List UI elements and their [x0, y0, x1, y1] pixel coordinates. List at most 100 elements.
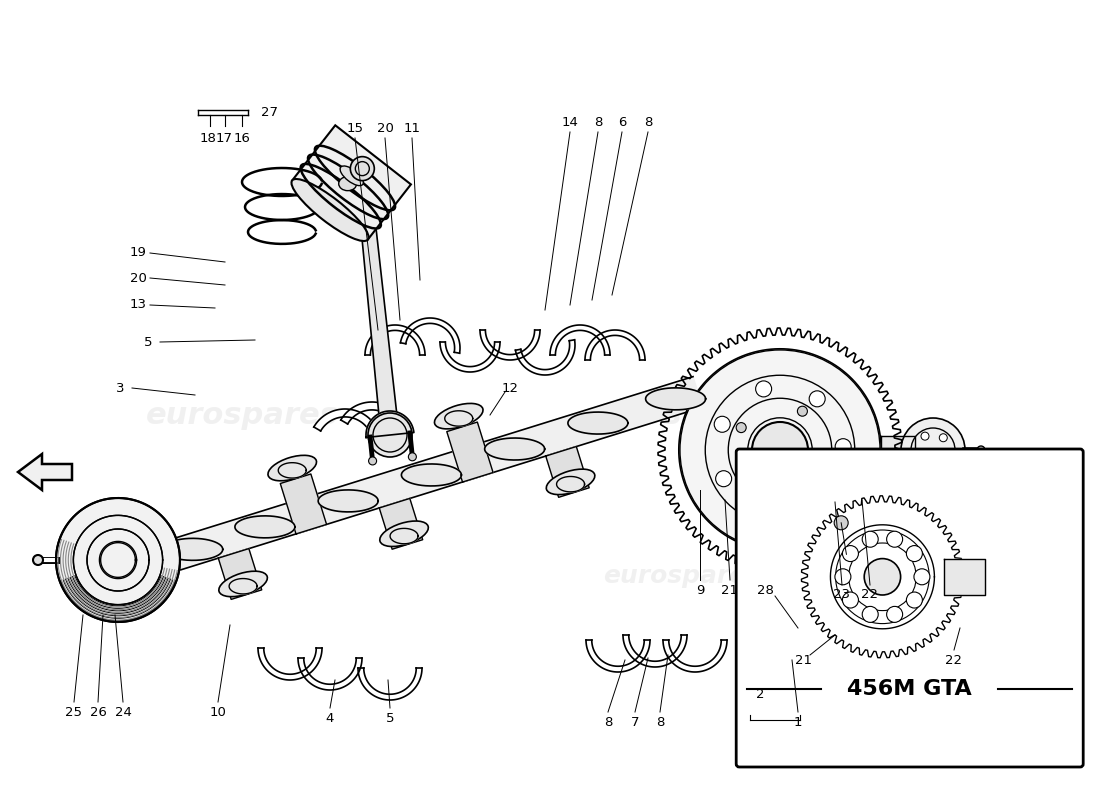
Text: 17: 17 — [216, 131, 232, 145]
Text: 16: 16 — [233, 131, 251, 145]
Polygon shape — [400, 318, 460, 354]
Polygon shape — [18, 454, 72, 490]
Text: 7: 7 — [630, 715, 639, 729]
Text: 6: 6 — [618, 115, 626, 129]
Circle shape — [368, 457, 376, 465]
Text: 25: 25 — [66, 706, 82, 718]
Text: 26: 26 — [89, 706, 107, 718]
Circle shape — [906, 592, 923, 608]
Circle shape — [862, 531, 878, 547]
Circle shape — [887, 531, 903, 547]
Text: 22: 22 — [946, 654, 962, 666]
Text: 24: 24 — [114, 706, 131, 718]
Polygon shape — [390, 528, 418, 544]
Ellipse shape — [292, 179, 368, 241]
Polygon shape — [485, 438, 544, 460]
Text: eurospares: eurospares — [145, 402, 339, 430]
Text: 12: 12 — [502, 382, 518, 394]
Text: 13: 13 — [130, 298, 146, 311]
Circle shape — [887, 606, 903, 622]
Circle shape — [752, 484, 762, 494]
Circle shape — [755, 425, 805, 475]
Polygon shape — [163, 538, 222, 560]
Circle shape — [835, 442, 851, 458]
Polygon shape — [258, 648, 322, 680]
Circle shape — [33, 555, 43, 565]
Text: 5: 5 — [144, 335, 152, 349]
Polygon shape — [379, 498, 422, 550]
Polygon shape — [366, 411, 414, 438]
Text: 3: 3 — [116, 382, 124, 394]
Ellipse shape — [434, 403, 483, 429]
Circle shape — [843, 592, 858, 608]
Text: 8: 8 — [644, 115, 652, 129]
Polygon shape — [278, 462, 306, 478]
Ellipse shape — [268, 455, 317, 481]
Ellipse shape — [339, 177, 356, 190]
Polygon shape — [447, 422, 493, 482]
Circle shape — [810, 391, 825, 407]
Polygon shape — [298, 658, 362, 690]
Circle shape — [756, 381, 771, 397]
Polygon shape — [56, 498, 180, 622]
Polygon shape — [881, 436, 915, 464]
Text: 15: 15 — [346, 122, 363, 134]
Polygon shape — [229, 578, 257, 594]
Text: eurospares: eurospares — [603, 564, 761, 588]
Polygon shape — [341, 402, 404, 424]
Circle shape — [736, 422, 746, 433]
Circle shape — [368, 413, 412, 457]
Polygon shape — [280, 474, 327, 534]
Circle shape — [913, 449, 921, 457]
Circle shape — [814, 467, 824, 478]
Ellipse shape — [219, 571, 267, 597]
Polygon shape — [546, 446, 590, 498]
Text: eurospares: eurospares — [585, 402, 779, 430]
Text: 9: 9 — [696, 583, 704, 597]
Circle shape — [906, 546, 923, 562]
Text: 10: 10 — [210, 706, 227, 718]
Text: 456M GTA: 456M GTA — [847, 679, 972, 699]
Circle shape — [759, 504, 774, 520]
Circle shape — [865, 558, 901, 595]
Polygon shape — [623, 635, 688, 667]
Polygon shape — [365, 325, 425, 355]
Text: 8: 8 — [604, 715, 613, 729]
Text: 28: 28 — [757, 583, 773, 597]
Text: 21: 21 — [722, 583, 738, 597]
Circle shape — [862, 606, 878, 622]
Polygon shape — [218, 549, 262, 599]
Polygon shape — [944, 558, 986, 594]
Text: 20: 20 — [376, 122, 394, 134]
Text: 23: 23 — [834, 589, 850, 602]
Text: 18: 18 — [199, 131, 217, 145]
Circle shape — [834, 516, 848, 530]
Polygon shape — [293, 126, 411, 239]
Circle shape — [926, 462, 934, 470]
Circle shape — [798, 406, 807, 416]
Polygon shape — [358, 668, 422, 700]
Circle shape — [977, 446, 985, 454]
Circle shape — [843, 546, 858, 562]
Circle shape — [350, 157, 374, 181]
Text: 22: 22 — [861, 589, 879, 602]
Circle shape — [716, 470, 732, 486]
Polygon shape — [56, 498, 180, 622]
Circle shape — [408, 453, 417, 461]
Polygon shape — [585, 330, 645, 360]
Polygon shape — [663, 640, 727, 672]
Polygon shape — [235, 516, 295, 538]
Circle shape — [921, 432, 929, 440]
Circle shape — [939, 434, 947, 442]
Polygon shape — [314, 409, 376, 431]
Text: 2: 2 — [756, 689, 764, 702]
Polygon shape — [444, 410, 473, 426]
Ellipse shape — [547, 469, 595, 494]
Circle shape — [714, 416, 730, 432]
FancyBboxPatch shape — [736, 449, 1084, 767]
Text: 8: 8 — [594, 115, 602, 129]
Ellipse shape — [56, 542, 180, 578]
Text: 4: 4 — [326, 711, 334, 725]
Text: 14: 14 — [562, 115, 579, 129]
Circle shape — [835, 569, 851, 585]
